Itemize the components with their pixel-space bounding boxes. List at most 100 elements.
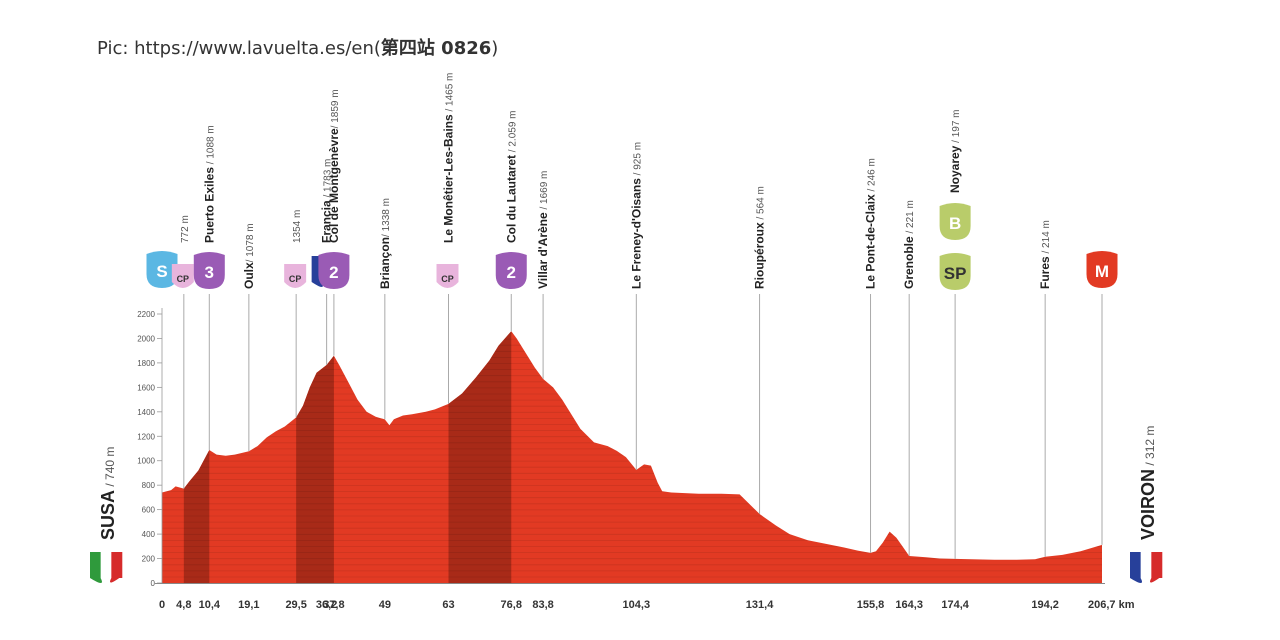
finish-flag-france bbox=[1130, 552, 1163, 583]
point-8-label: Le Monêtier-Les-Bains / 1465 m bbox=[442, 73, 456, 243]
point-2-category-badge: 3 bbox=[193, 252, 225, 289]
y-tick-label-1800: 1800 bbox=[137, 359, 155, 368]
point-12-label: Rioupéroux / 564 m bbox=[753, 186, 767, 289]
point-6-category-badge: 2 bbox=[318, 252, 350, 289]
point-9-altitude: / 2.059 m bbox=[507, 111, 518, 155]
point-6-altitude: / 1859 m bbox=[330, 89, 341, 128]
point-0-start-badge: S bbox=[146, 251, 178, 288]
point-7-altitude: / 1338 m bbox=[381, 198, 392, 237]
climb-segment-1 bbox=[183, 450, 210, 583]
point-15-bonus-badge-shape bbox=[939, 203, 971, 240]
point-5-label: Francia / 1783 m bbox=[320, 159, 334, 243]
point-6-category-badge-shape bbox=[318, 252, 350, 289]
point-1-altitude: 772 m bbox=[180, 215, 191, 243]
x-tick-label: 131,4 bbox=[746, 599, 774, 611]
point-15-sprint-badge: SP bbox=[939, 253, 971, 290]
profile-area bbox=[162, 331, 1102, 583]
point-0-start-badge-text: S bbox=[156, 262, 167, 281]
finish-flag-france-band-0 bbox=[1130, 552, 1141, 578]
point-1-cp-badge: CP bbox=[171, 264, 194, 288]
point-6-category-badge-text: 2 bbox=[329, 263, 338, 282]
point-8-cp-badge-shape bbox=[436, 264, 459, 288]
x-tick-label: 36,2 bbox=[316, 599, 337, 611]
point-17-finish-badge-text: M bbox=[1095, 262, 1109, 281]
y-tick-label-200: 200 bbox=[142, 555, 156, 564]
x-tick-label: 174,4 bbox=[941, 599, 969, 611]
finish-flag-france-band-2 bbox=[1151, 552, 1163, 578]
point-13-altitude: / 246 m bbox=[867, 158, 878, 194]
finish-flag-france-tail-2 bbox=[1150, 576, 1162, 583]
point-15-bonus-badge-text: B bbox=[949, 214, 961, 233]
x-tick-label: 63 bbox=[442, 599, 454, 611]
point-15-name: Noyarey bbox=[948, 145, 962, 193]
caption-prefix: Pic: https://www.lavuelta.es/en( bbox=[97, 38, 381, 59]
x-tick-label: 4,8 bbox=[176, 599, 191, 611]
point-4-label: 1354 m bbox=[292, 210, 303, 243]
y-tick-label-1600: 1600 bbox=[137, 383, 155, 392]
start-flag-italy-band-1 bbox=[100, 552, 112, 578]
point-4-cp-badge: CP bbox=[284, 264, 307, 288]
point-2-label: Puerto Exiles / 1088 m bbox=[202, 125, 216, 243]
point-12-name: Rioupéroux bbox=[753, 222, 767, 289]
x-tick-label: 10,4 bbox=[199, 599, 221, 611]
point-11-label: Le Freney-d'Oisans / 925 m bbox=[629, 142, 643, 289]
point-14-name: Grenoble bbox=[902, 236, 916, 289]
point-15-sprint-badge-text: SP bbox=[944, 264, 967, 283]
start-town-label: SUSA / 740 m bbox=[98, 447, 118, 540]
start-flag-italy-band-2 bbox=[111, 552, 123, 578]
x-tick-label: 29,5 bbox=[285, 599, 306, 611]
point-16-name: Fures bbox=[1038, 256, 1052, 289]
finish-town-label: VOIRON / 312 m bbox=[1138, 426, 1158, 540]
start-town-altitude: / 740 m bbox=[103, 447, 117, 490]
point-0-start-badge-shape bbox=[146, 251, 178, 288]
start-flag-italy-tail-1 bbox=[100, 578, 112, 583]
point-13-label: Le Pont-de-Claix / 246 m bbox=[864, 158, 878, 289]
point-5-border-flag-band-0 bbox=[311, 256, 322, 282]
start-flag-italy bbox=[90, 552, 123, 583]
point-9-category-badge-text: 2 bbox=[507, 263, 516, 282]
point-2-altitude: / 1088 m bbox=[205, 125, 216, 167]
point-9-category-badge-shape bbox=[495, 252, 527, 289]
y-tick-label-1000: 1000 bbox=[137, 457, 155, 466]
point-8-altitude: / 1465 m bbox=[445, 73, 456, 115]
point-15-sprint-badge-shape bbox=[939, 253, 971, 290]
climb-segment-3 bbox=[448, 331, 512, 583]
point-13-name: Le Pont-de-Claix bbox=[864, 194, 878, 289]
point-3-label: Oulx/ 1078 m bbox=[242, 223, 256, 289]
point-17-finish-badge-shape bbox=[1086, 251, 1118, 288]
point-9-name: Col du Lautaret bbox=[504, 155, 518, 243]
x-tick-label: 206,7 km bbox=[1088, 599, 1135, 611]
point-15-bonus-badge: B bbox=[939, 203, 971, 240]
point-4-cp-badge-shape bbox=[284, 264, 307, 288]
x-tick-label: 0 bbox=[159, 599, 165, 611]
point-10-altitude: / 1669 m bbox=[539, 171, 550, 213]
point-3-name: Oulx bbox=[242, 262, 256, 289]
point-8-cp-badge: CP bbox=[436, 264, 459, 288]
point-12-altitude: / 564 m bbox=[756, 186, 767, 222]
caption-suffix: ) bbox=[491, 38, 499, 59]
y-tick-label-1400: 1400 bbox=[137, 408, 155, 417]
point-2-category-badge-shape bbox=[193, 252, 225, 289]
point-7-label: Briançon/ 1338 m bbox=[378, 198, 392, 289]
point-3-altitude: / 1078 m bbox=[245, 223, 256, 262]
point-14-altitude: / 221 m bbox=[905, 200, 916, 236]
x-tick-label: 164,3 bbox=[895, 599, 923, 611]
y-tick-label-400: 400 bbox=[142, 530, 156, 539]
point-8-name: Le Monêtier-Les-Bains bbox=[442, 114, 456, 243]
point-11-altitude: / 925 m bbox=[632, 142, 643, 178]
start-flag-italy-band-0 bbox=[90, 552, 101, 578]
point-9-category-badge: 2 bbox=[495, 252, 527, 289]
x-tick-label: 83,8 bbox=[532, 599, 553, 611]
point-10-label: Villar d'Arène / 1669 m bbox=[536, 171, 550, 289]
y-tick-label-1200: 1200 bbox=[137, 432, 155, 441]
point-15-altitude: / 197 m bbox=[951, 109, 962, 145]
point-14-label: Grenoble / 221 m bbox=[902, 200, 916, 289]
y-tick-label-800: 800 bbox=[142, 481, 156, 490]
point-16-altitude: / 214 m bbox=[1041, 220, 1052, 256]
x-tick-label: 19,1 bbox=[238, 599, 259, 611]
point-2-category-badge-text: 3 bbox=[205, 263, 214, 282]
start-town-name: SUSA bbox=[98, 490, 118, 540]
point-16-label: Fures / 214 m bbox=[1038, 220, 1052, 289]
caption-bold: 第四站 0826 bbox=[380, 38, 492, 59]
